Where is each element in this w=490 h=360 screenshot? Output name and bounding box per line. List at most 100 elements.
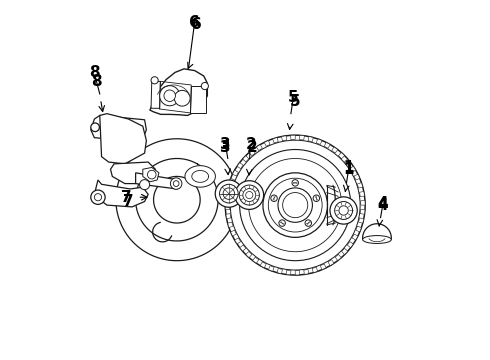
Polygon shape <box>232 170 238 176</box>
Circle shape <box>245 192 253 199</box>
Circle shape <box>91 190 105 204</box>
Circle shape <box>174 90 190 106</box>
Polygon shape <box>100 114 147 164</box>
Polygon shape <box>324 143 330 148</box>
Polygon shape <box>237 162 243 168</box>
Circle shape <box>339 206 348 215</box>
Circle shape <box>239 185 259 205</box>
Polygon shape <box>225 196 230 201</box>
Polygon shape <box>226 187 232 192</box>
Circle shape <box>279 220 285 226</box>
Polygon shape <box>339 153 344 159</box>
Text: 4: 4 <box>378 196 389 211</box>
Polygon shape <box>361 201 365 205</box>
Circle shape <box>91 123 99 132</box>
Polygon shape <box>335 255 342 261</box>
Polygon shape <box>264 140 270 146</box>
Text: 2: 2 <box>247 140 258 155</box>
Circle shape <box>313 195 319 202</box>
Polygon shape <box>249 150 255 156</box>
Circle shape <box>171 178 182 189</box>
Text: 4: 4 <box>378 198 389 213</box>
Circle shape <box>173 181 179 186</box>
Circle shape <box>215 180 243 207</box>
Text: 3: 3 <box>220 140 231 155</box>
Circle shape <box>201 82 208 90</box>
Polygon shape <box>344 159 351 165</box>
Polygon shape <box>246 252 252 258</box>
Polygon shape <box>256 145 262 150</box>
Polygon shape <box>151 81 160 108</box>
Polygon shape <box>363 224 392 239</box>
Text: 8: 8 <box>89 65 99 80</box>
Polygon shape <box>360 210 365 214</box>
Polygon shape <box>299 135 304 140</box>
Polygon shape <box>328 260 334 266</box>
Polygon shape <box>286 270 291 275</box>
Polygon shape <box>150 69 207 116</box>
Circle shape <box>263 173 327 237</box>
Polygon shape <box>91 116 147 141</box>
Circle shape <box>283 193 308 218</box>
Circle shape <box>335 202 353 220</box>
Polygon shape <box>240 245 246 251</box>
Polygon shape <box>228 222 233 228</box>
Polygon shape <box>277 269 282 274</box>
Circle shape <box>95 194 101 201</box>
Polygon shape <box>185 166 216 187</box>
Polygon shape <box>136 173 180 189</box>
Text: 8: 8 <box>91 74 101 89</box>
Text: 7: 7 <box>122 190 132 206</box>
Polygon shape <box>342 248 348 255</box>
Polygon shape <box>291 135 295 140</box>
Polygon shape <box>312 267 318 273</box>
Circle shape <box>305 220 312 226</box>
Polygon shape <box>357 183 363 188</box>
Polygon shape <box>231 230 236 236</box>
Polygon shape <box>143 167 159 182</box>
Circle shape <box>151 77 158 84</box>
Polygon shape <box>304 270 309 274</box>
Circle shape <box>248 158 342 252</box>
Polygon shape <box>352 234 358 240</box>
Text: 3: 3 <box>220 137 231 152</box>
Circle shape <box>278 188 313 222</box>
Polygon shape <box>354 174 360 180</box>
Polygon shape <box>225 205 230 210</box>
Polygon shape <box>356 226 362 232</box>
Polygon shape <box>320 264 326 270</box>
Text: 5: 5 <box>288 90 299 105</box>
Circle shape <box>240 149 351 261</box>
Circle shape <box>292 180 298 186</box>
Ellipse shape <box>363 235 392 243</box>
Polygon shape <box>282 136 287 141</box>
Polygon shape <box>308 136 313 142</box>
Circle shape <box>235 181 264 210</box>
Circle shape <box>164 90 175 102</box>
Polygon shape <box>269 266 274 271</box>
Polygon shape <box>95 180 148 207</box>
Polygon shape <box>295 271 300 275</box>
Circle shape <box>230 140 360 270</box>
Circle shape <box>220 184 238 203</box>
Polygon shape <box>332 147 338 153</box>
Polygon shape <box>111 162 155 184</box>
Polygon shape <box>347 242 353 248</box>
Text: 2: 2 <box>246 137 257 152</box>
Polygon shape <box>191 86 206 113</box>
Circle shape <box>160 86 180 106</box>
Circle shape <box>147 170 156 179</box>
Text: 6: 6 <box>190 15 200 30</box>
Polygon shape <box>273 138 278 143</box>
Polygon shape <box>260 262 266 268</box>
Polygon shape <box>226 214 231 219</box>
Polygon shape <box>229 178 235 184</box>
Text: 1: 1 <box>344 162 354 177</box>
Circle shape <box>243 189 256 202</box>
Polygon shape <box>350 166 356 172</box>
Circle shape <box>140 180 149 190</box>
Polygon shape <box>317 139 322 144</box>
Polygon shape <box>359 218 364 223</box>
Circle shape <box>225 135 365 275</box>
Circle shape <box>271 195 277 202</box>
